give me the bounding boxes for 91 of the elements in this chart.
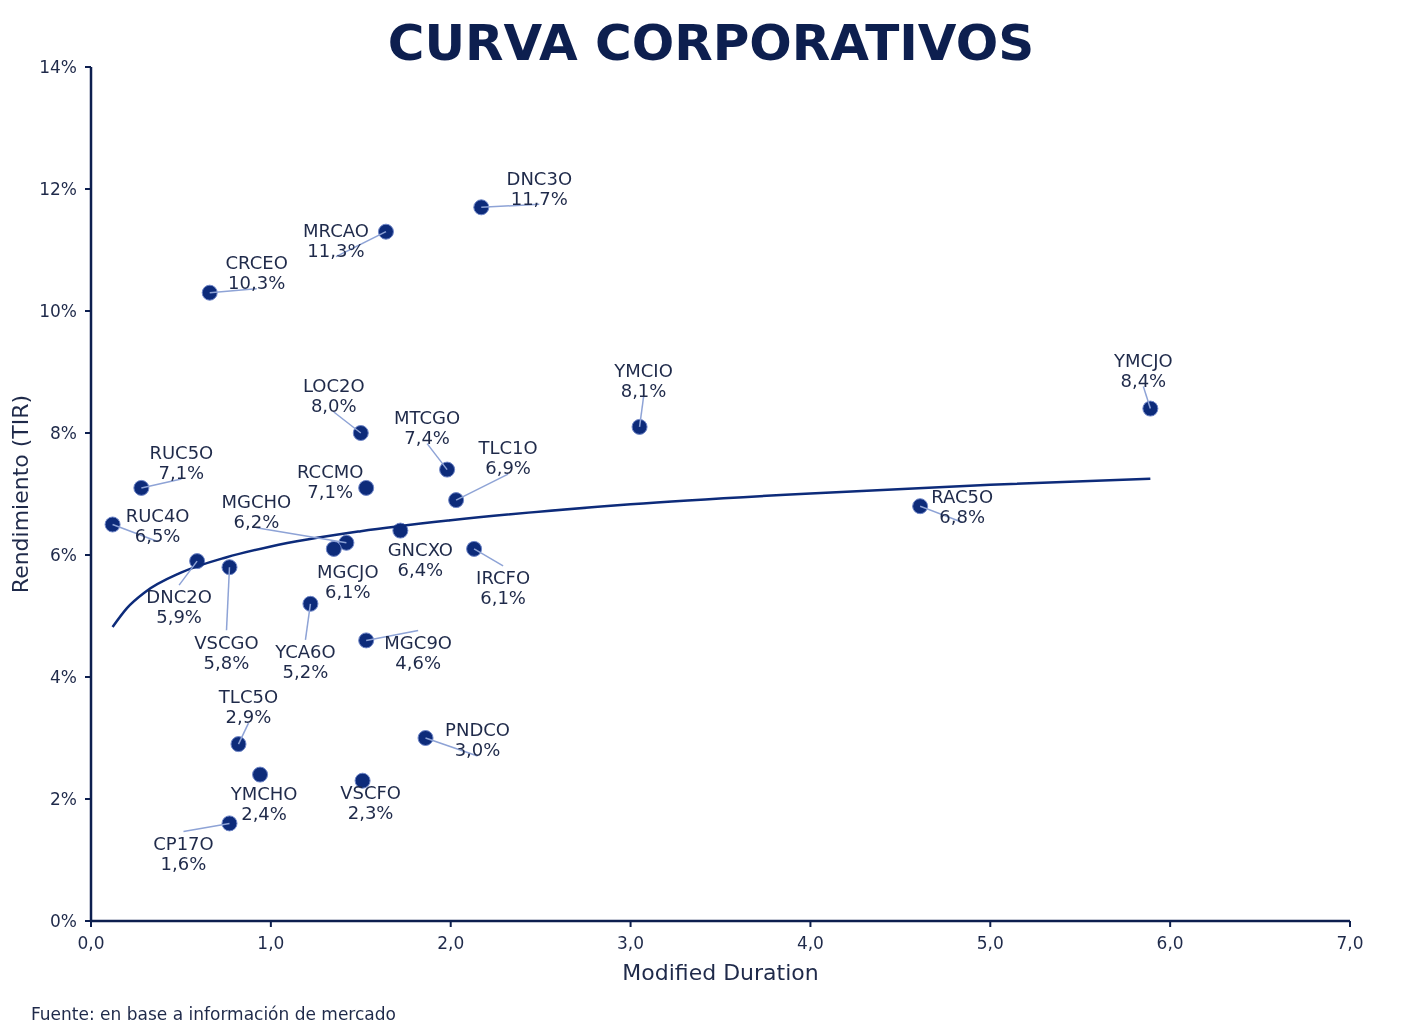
annotation: YMCHO: [229, 782, 298, 804]
annotation: MGCHO: [221, 491, 292, 513]
data-label: 1,6%: [160, 852, 207, 874]
point: [417, 730, 434, 746]
point: [352, 425, 369, 441]
data-label: 7,1%: [307, 481, 354, 503]
data-label: 2,4%: [241, 802, 287, 824]
y-tick-label: 14%: [39, 56, 77, 77]
point: [338, 534, 355, 551]
point: [466, 540, 483, 557]
annotation: MGC9O: [384, 631, 453, 653]
annotation: MTCGO: [394, 406, 461, 428]
point: [358, 479, 375, 496]
y-tick-label: 4%: [50, 666, 77, 687]
data-label: 5,9%: [156, 606, 202, 628]
data-label: 6,8%: [939, 505, 986, 527]
x-tick-label: 4,0: [796, 933, 824, 953]
chart-title: CURVA CORPORATIVOS: [387, 14, 1035, 72]
data-label: 6,1%: [480, 587, 526, 609]
annotation: GNCXO: [387, 538, 454, 560]
y-axis-title: Rendimiento (TIR): [8, 394, 33, 594]
point: [104, 516, 121, 533]
point: [448, 492, 465, 509]
annotation: DNC2O: [146, 586, 212, 608]
y-tick-label: 6%: [50, 544, 77, 565]
annotation: TLC1O: [477, 437, 538, 459]
x-tick-label: 6,0: [1156, 933, 1184, 953]
y-tick-label: 8%: [50, 422, 77, 443]
data-label: 5,8%: [203, 651, 250, 673]
point: [252, 766, 269, 783]
data-label: 6,2%: [233, 511, 280, 533]
x-tick-label: 7,0: [1336, 933, 1364, 953]
annotation: VSCFO: [340, 782, 402, 803]
annotation: RUC4O: [125, 504, 190, 526]
x-tick-label: 5,0: [976, 933, 1004, 953]
annotation: YMCJO: [1113, 349, 1173, 371]
point: [230, 736, 247, 753]
annotation: LOC2O: [302, 375, 365, 397]
annotation: RCCMO: [296, 461, 364, 483]
point: [439, 461, 456, 478]
source-note: Fuente: en base a información de mercado: [31, 1004, 396, 1024]
data-label: 6,5%: [134, 524, 181, 546]
annotation: CRCEO: [225, 252, 288, 273]
point: [221, 559, 238, 576]
y-tick-label: 12%: [39, 178, 77, 199]
point: [133, 479, 150, 496]
data-label: 7,1%: [158, 462, 205, 484]
y-tick-label: 0%: [50, 910, 77, 931]
point: [1142, 400, 1159, 417]
point: [912, 498, 929, 515]
data-label: 4,6%: [395, 651, 442, 673]
data-label: 8,0%: [310, 395, 357, 417]
data-label: 3,0%: [454, 739, 501, 761]
data-label: 2,3%: [347, 802, 394, 823]
x-tick-label: 0,0: [77, 933, 105, 953]
data-label: 7,4%: [404, 426, 450, 448]
annotation: RAC5O: [931, 485, 994, 507]
annotation: PNDCO: [445, 719, 510, 741]
x-axis-title: Modified Duration: [622, 960, 819, 985]
data-label: 5,2%: [282, 661, 329, 683]
annotation: YCA6O: [274, 641, 336, 663]
point: [377, 223, 394, 240]
data-label: 2,9%: [225, 706, 272, 728]
point: [473, 199, 490, 216]
annotation: CP17O: [153, 832, 214, 854]
point: [201, 284, 218, 301]
point: [221, 815, 238, 832]
annotation: DNC3O: [506, 167, 573, 189]
data-label: 11,3%: [307, 240, 365, 261]
annotation: RUC5O: [149, 442, 214, 464]
data-label: 6,1%: [324, 581, 371, 603]
annotation: IRCFO: [476, 567, 531, 589]
annotation: MGCJO: [317, 561, 379, 583]
data-label: 6,4%: [397, 558, 444, 580]
point: [358, 632, 375, 649]
data-label: 10,3%: [228, 272, 286, 293]
x-tick-label: 2,0: [437, 933, 465, 953]
point: [302, 595, 319, 612]
annotation: TLC5O: [217, 686, 279, 708]
y-tick-label: 10%: [39, 300, 77, 321]
x-tick-label: 1,0: [257, 933, 285, 953]
point: [631, 418, 648, 435]
annotation: MRCAO: [303, 220, 369, 241]
data-label: 8,1%: [620, 380, 667, 402]
annotation: YMCIO: [613, 360, 673, 382]
data-label: 11,7%: [510, 187, 568, 209]
annotation: VSCGO: [194, 631, 259, 653]
y-tick-label: 2%: [50, 788, 77, 809]
x-tick-label: 3,0: [617, 933, 645, 953]
data-label: 6,9%: [485, 457, 531, 479]
point: [325, 540, 342, 557]
